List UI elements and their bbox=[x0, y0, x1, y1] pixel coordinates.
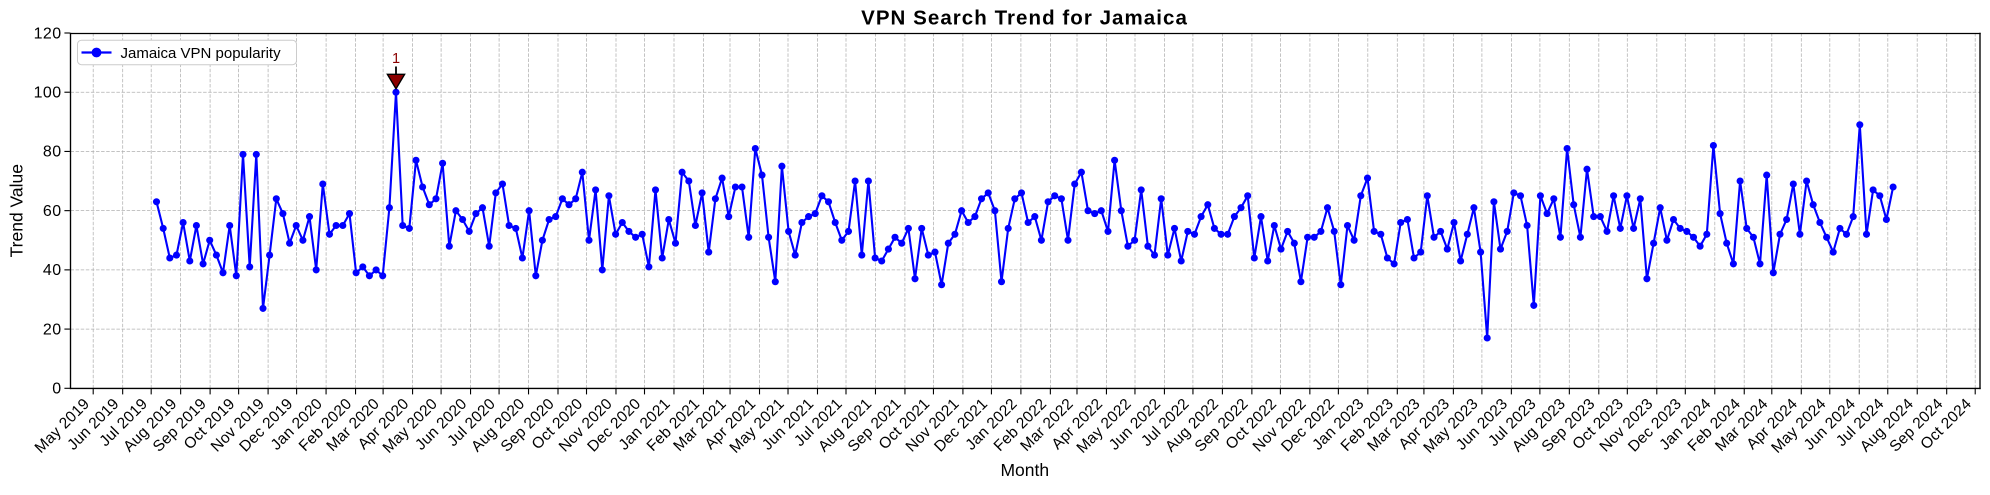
svg-text:120: 120 bbox=[34, 25, 62, 42]
svg-text:Month: Month bbox=[1000, 460, 1049, 480]
svg-text:Trend Value: Trend Value bbox=[7, 164, 27, 257]
svg-text:80: 80 bbox=[43, 144, 62, 161]
svg-text:1: 1 bbox=[392, 51, 400, 67]
svg-text:0: 0 bbox=[52, 381, 61, 398]
svg-text:40: 40 bbox=[43, 262, 62, 279]
svg-text:Jamaica VPN popularity: Jamaica VPN popularity bbox=[121, 45, 282, 62]
svg-text:100: 100 bbox=[34, 85, 62, 102]
svg-text:60: 60 bbox=[43, 203, 62, 220]
svg-text:VPN Search Trend for Jamaica: VPN Search Trend for Jamaica bbox=[861, 7, 1188, 30]
svg-text:20: 20 bbox=[43, 321, 62, 338]
